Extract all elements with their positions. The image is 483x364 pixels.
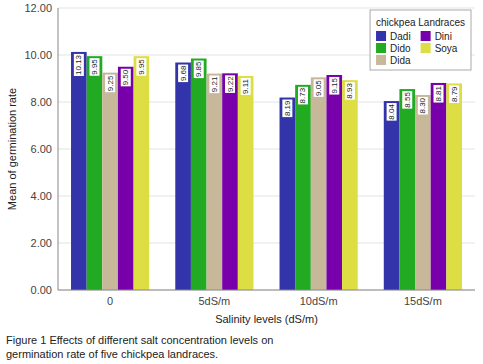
x-tick-label: 5dS/m	[198, 295, 230, 307]
data-label: 9.25	[106, 75, 115, 91]
bar	[222, 73, 238, 290]
bar	[384, 101, 400, 290]
y-tick-label: 4.00	[31, 190, 52, 202]
bar	[175, 63, 191, 290]
x-tick-label: 10dS/m	[300, 295, 338, 307]
data-label-bg	[282, 100, 292, 118]
grid-line	[58, 290, 475, 291]
y-tick-label: 2.00	[31, 237, 52, 249]
data-label-bg	[121, 69, 131, 87]
bar	[311, 77, 327, 290]
data-label: 9.22	[226, 76, 235, 92]
data-label-bg	[136, 58, 146, 76]
data-label: 9.05	[314, 80, 323, 96]
bar	[431, 83, 447, 290]
legend: chickpea Landraces DadiDidoDida DiniSoya	[370, 10, 471, 70]
data-label: 9.50	[121, 69, 130, 85]
data-label-bg	[105, 75, 115, 93]
data-label-bg	[209, 76, 219, 94]
data-label-bg	[225, 75, 235, 93]
data-labels: 10.13 9.68 8.19 8.04 9.95 9.85 8.73 8.55 9.25 9.2…	[74, 54, 459, 121]
y-tick-label: 8.00	[31, 96, 52, 108]
legend-swatch	[376, 31, 386, 41]
data-label: 9.68	[179, 65, 188, 81]
data-label-bg	[194, 61, 204, 79]
bar	[295, 85, 311, 290]
legend-swatch	[421, 43, 431, 53]
bar	[207, 74, 223, 290]
legend-title: chickpea Landraces	[376, 17, 465, 28]
legend-swatch	[376, 43, 386, 53]
y-tick-label: 6.00	[31, 143, 52, 155]
legend-label: Dadi	[390, 31, 411, 42]
data-label-bg	[178, 65, 188, 83]
x-axis-line	[58, 290, 475, 291]
y-tick-label: 12.00	[24, 2, 52, 14]
data-label: 8.55	[403, 92, 412, 108]
data-label: 8.73	[298, 87, 307, 103]
data-label: 9.21	[210, 76, 219, 92]
bar	[118, 67, 134, 290]
bar	[134, 56, 150, 290]
data-label-bg	[89, 58, 99, 76]
legend-swatch	[376, 55, 386, 65]
caption: Figure 1 Effects of different salt conce…	[6, 334, 273, 360]
data-label: 8.19	[283, 100, 292, 116]
data-label: 9.85	[194, 61, 203, 77]
data-label: 8.81	[434, 85, 443, 101]
bar	[87, 56, 103, 290]
caption-line: Figure 1 Effects of different salt conce…	[6, 334, 273, 346]
legend-label: Soya	[435, 43, 458, 54]
bar	[102, 73, 118, 290]
data-label-bg	[298, 87, 308, 105]
data-label-bg	[241, 78, 251, 95]
caption-line: germination rate of five chickpea landra…	[6, 348, 218, 360]
y-axis-line	[58, 8, 59, 290]
legend-label: Dini	[435, 31, 452, 42]
x-tick-label: 0	[107, 295, 113, 307]
chart: 0.00 2.00 4.00 6.00 8.00 10.00 12.00 10.13 9.68 8…	[0, 0, 483, 364]
bar	[446, 83, 462, 290]
data-label-bg	[314, 79, 324, 97]
legend-swatch	[421, 31, 431, 41]
data-label: 8.04	[387, 104, 396, 120]
bar	[191, 59, 207, 290]
data-label: 10.13	[74, 54, 83, 75]
data-label-bg	[402, 91, 412, 109]
data-label-bg	[329, 77, 339, 95]
grid-line	[58, 8, 475, 9]
data-label: 8.93	[345, 83, 354, 99]
bar	[342, 80, 358, 290]
data-label: 8.79	[450, 86, 459, 102]
x-axis-label: Salinity levels (dS/m)	[215, 313, 318, 325]
data-label: 8.30	[418, 97, 427, 113]
x-tick-label: 15dS/m	[404, 295, 442, 307]
bar	[415, 95, 431, 290]
data-label-bg	[345, 82, 355, 100]
bars	[71, 52, 462, 290]
bar	[399, 89, 415, 290]
data-label: 9.15	[330, 77, 339, 93]
data-label: 9.11	[241, 78, 250, 94]
bar	[71, 52, 87, 290]
data-label-bg	[387, 103, 397, 121]
legend-label: Dida	[390, 55, 411, 66]
data-label-bg	[449, 85, 459, 103]
data-label-bg	[74, 54, 84, 76]
bar	[326, 75, 342, 290]
data-label: 9.95	[137, 59, 146, 75]
bar	[280, 98, 296, 290]
bar	[238, 76, 254, 290]
y-tick-label: 10.00	[24, 49, 52, 61]
y-tick-label: 0.00	[31, 284, 52, 296]
legend-label: Dido	[390, 43, 411, 54]
legend-frame	[370, 10, 471, 70]
data-label-bg	[418, 97, 428, 115]
data-label: 9.95	[90, 59, 99, 75]
y-axis-label: Mean of germination rate	[6, 88, 18, 210]
data-label-bg	[434, 85, 444, 103]
